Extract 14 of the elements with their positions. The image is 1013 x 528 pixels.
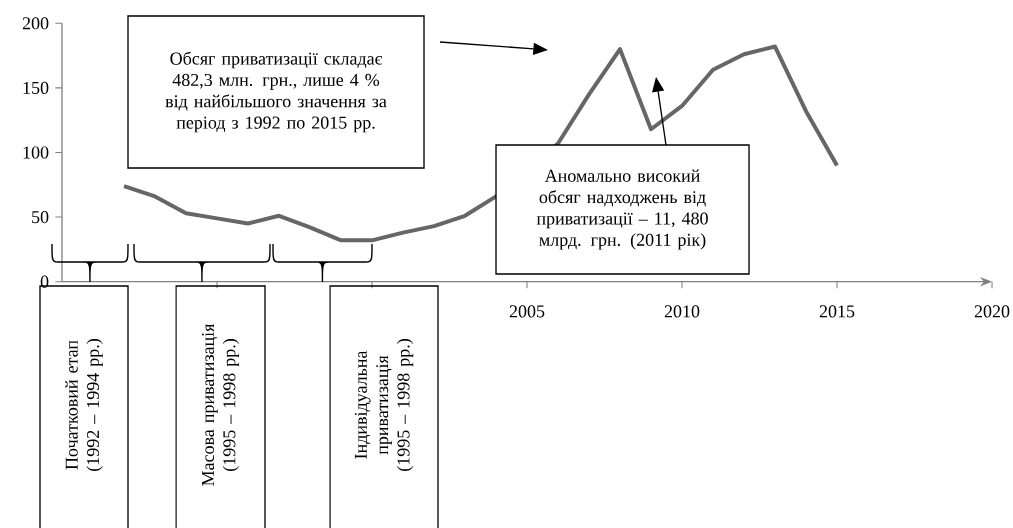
y-tick-label: 150 bbox=[23, 81, 49, 94]
x-tick-label: 2010 bbox=[664, 305, 700, 318]
text: Масова приватизація (1995 – 1998 рр.) bbox=[201, 323, 240, 486]
annotation: Аномально високий обсяг надходжень від приватизації – 11, 480 млрд. грн. (2011 рік) bbox=[536, 169, 708, 250]
x-tick-label: 2005 bbox=[509, 305, 545, 318]
x-tick-label: 2020 bbox=[974, 305, 1010, 318]
y-tick-label: 0 bbox=[40, 275, 49, 288]
y-tick-label: 50 bbox=[32, 211, 49, 224]
annotation: Обсяг приватизації складає 482,3 млн. грн., лише 4 % від найбільшого значення за період з 1992 по 2015 рр. bbox=[165, 51, 387, 133]
y-tick-label: 100 bbox=[23, 146, 49, 159]
text: Початковий етап (1992 – 1994 рр.) bbox=[65, 339, 103, 471]
y-tick-label: 200 bbox=[22, 17, 49, 30]
x-tick-label: 2015 bbox=[819, 305, 855, 318]
text: Індивідуальна приватизація (1995 – 1998 рр.) bbox=[354, 339, 414, 471]
